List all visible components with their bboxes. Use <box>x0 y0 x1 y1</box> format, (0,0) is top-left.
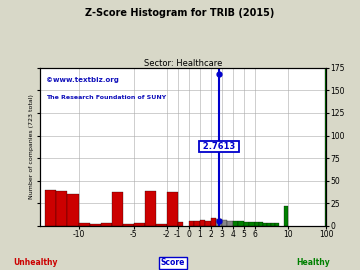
Bar <box>189 221 194 226</box>
Bar <box>100 223 112 226</box>
Bar <box>211 218 216 226</box>
Text: ©www.textbiz.org: ©www.textbiz.org <box>46 77 118 83</box>
Bar <box>78 223 90 226</box>
Bar <box>45 190 57 226</box>
Bar <box>205 221 211 226</box>
Bar <box>90 224 100 226</box>
Bar <box>271 223 275 226</box>
Bar <box>134 223 145 226</box>
Bar <box>167 192 177 226</box>
Bar <box>57 191 67 226</box>
Bar <box>67 194 78 226</box>
Bar <box>177 222 183 226</box>
Bar <box>233 221 238 226</box>
Bar <box>259 222 263 226</box>
Bar <box>263 223 267 226</box>
Bar <box>267 223 271 226</box>
Bar <box>275 223 279 226</box>
Bar <box>216 219 222 226</box>
Bar <box>325 68 326 226</box>
Bar <box>249 222 255 226</box>
Bar <box>238 221 244 226</box>
Bar <box>112 192 122 226</box>
Bar <box>156 224 167 226</box>
Text: 2.7613: 2.7613 <box>200 142 238 151</box>
Text: Healthy: Healthy <box>296 258 330 267</box>
Bar <box>145 191 156 226</box>
Bar <box>227 221 233 226</box>
Bar <box>122 224 134 226</box>
Bar <box>284 206 288 226</box>
Y-axis label: Number of companies (723 total): Number of companies (723 total) <box>30 94 35 199</box>
Bar <box>244 222 249 226</box>
Bar <box>200 220 205 226</box>
Text: The Research Foundation of SUNY: The Research Foundation of SUNY <box>46 96 166 100</box>
Text: Unhealthy: Unhealthy <box>14 258 58 267</box>
Bar <box>194 221 200 226</box>
Title: Sector: Healthcare: Sector: Healthcare <box>144 59 222 68</box>
Text: Z-Score Histogram for TRIB (2015): Z-Score Histogram for TRIB (2015) <box>85 8 275 18</box>
Text: Score: Score <box>161 258 185 267</box>
Bar <box>222 220 227 226</box>
Bar <box>255 222 259 226</box>
